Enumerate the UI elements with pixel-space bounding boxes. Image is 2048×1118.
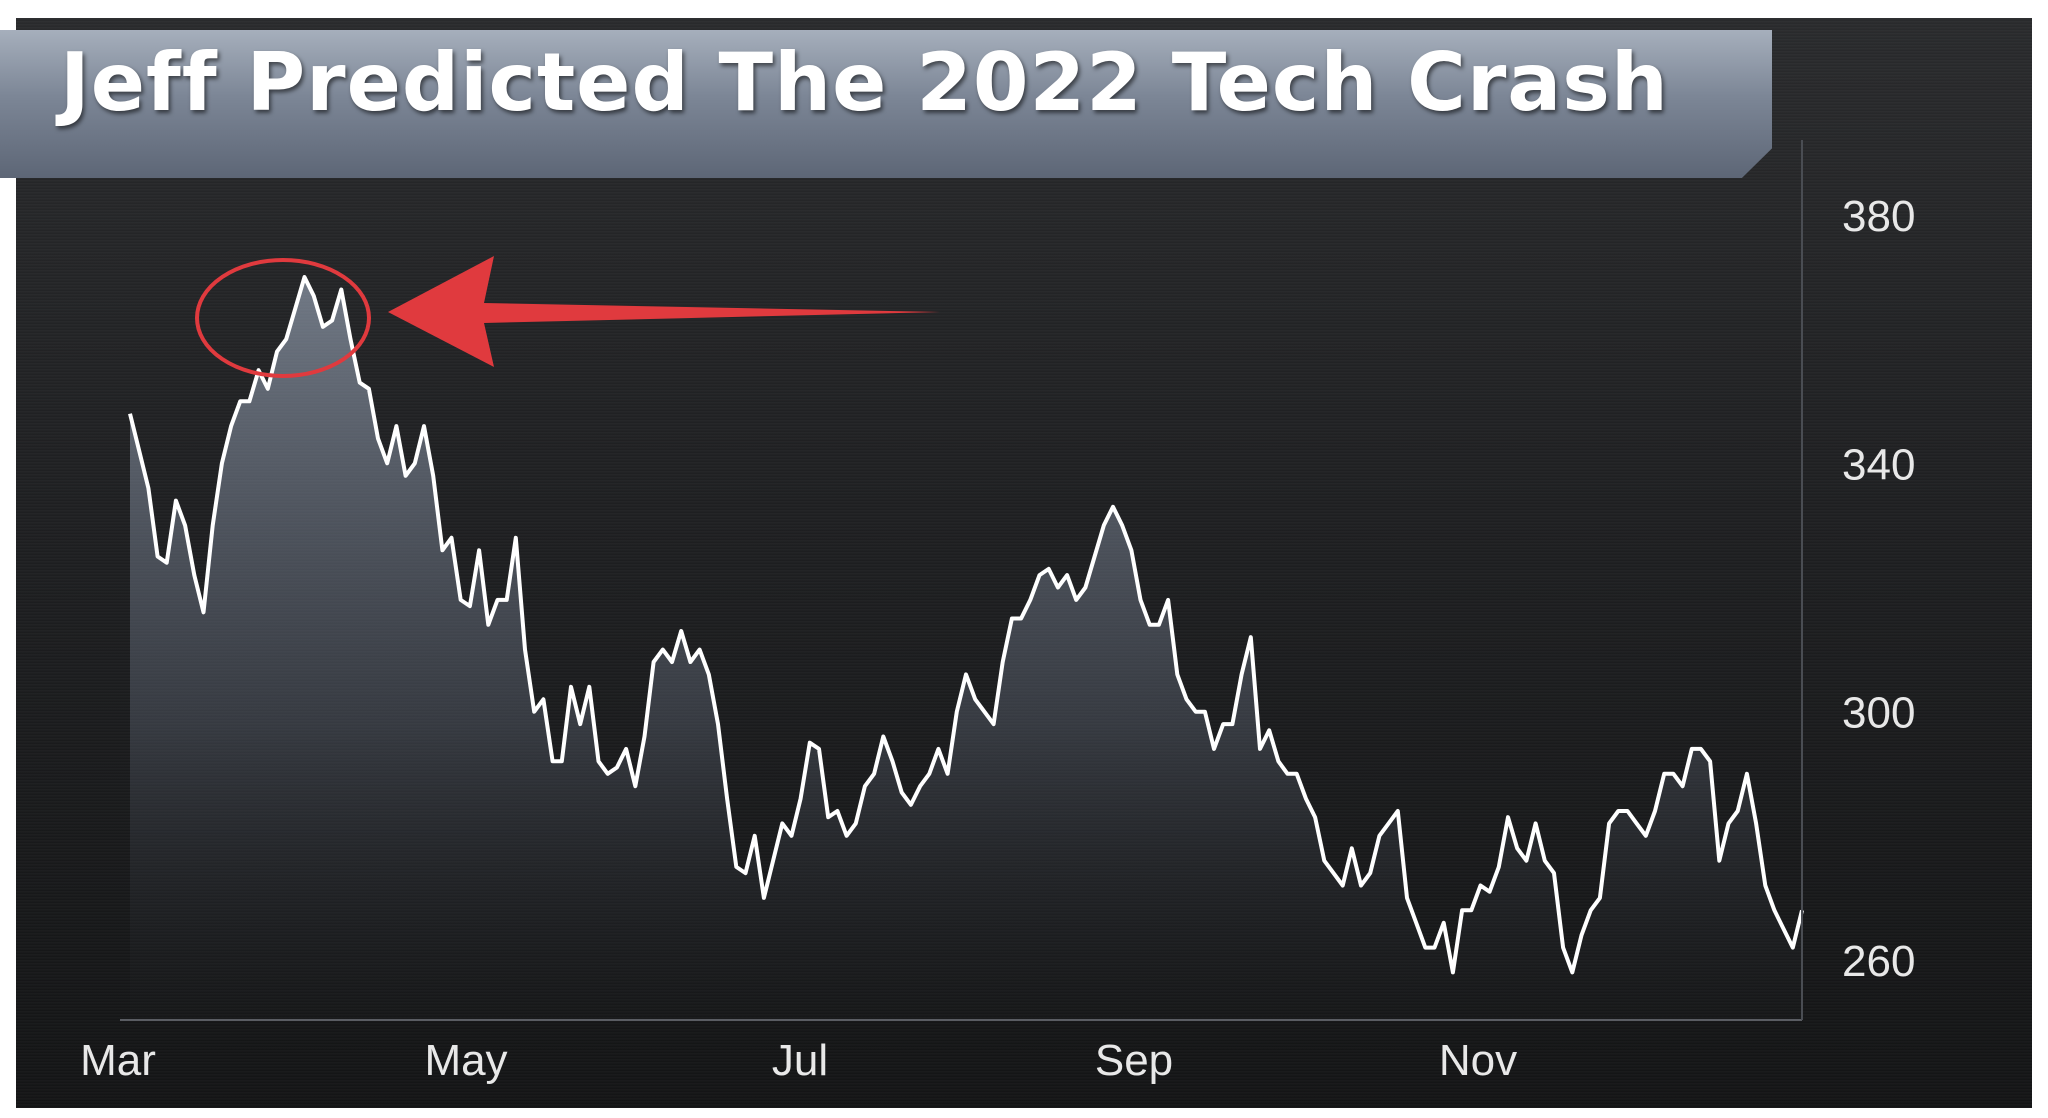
arrow-pointing-to-peak (388, 256, 940, 367)
axes: 380 340 300 260 Mar May Jul Sep Nov (80, 140, 1915, 1085)
x-tick-label-sep: Sep (1095, 1036, 1173, 1085)
y-tick-label-380: 380 (1842, 192, 1915, 241)
series-line (128, 275, 1804, 975)
x-tick-label-may: May (424, 1036, 507, 1085)
series-area-fill (130, 277, 1802, 1021)
peak-circle (195, 258, 371, 378)
plot-area (128, 275, 1804, 1021)
annotations (195, 256, 940, 378)
y-tick-label-260: 260 (1842, 937, 1915, 986)
x-tick-label-nov: Nov (1439, 1036, 1517, 1085)
y-tick-label-300: 300 (1842, 689, 1915, 738)
x-tick-label-jul: Jul (772, 1036, 828, 1085)
y-tick-label-340: 340 (1842, 440, 1915, 489)
chart-title: Jeff Predicted The 2022 Tech Crash (60, 36, 1669, 129)
title-banner (0, 30, 1772, 178)
x-tick-label-mar: Mar (80, 1036, 156, 1085)
